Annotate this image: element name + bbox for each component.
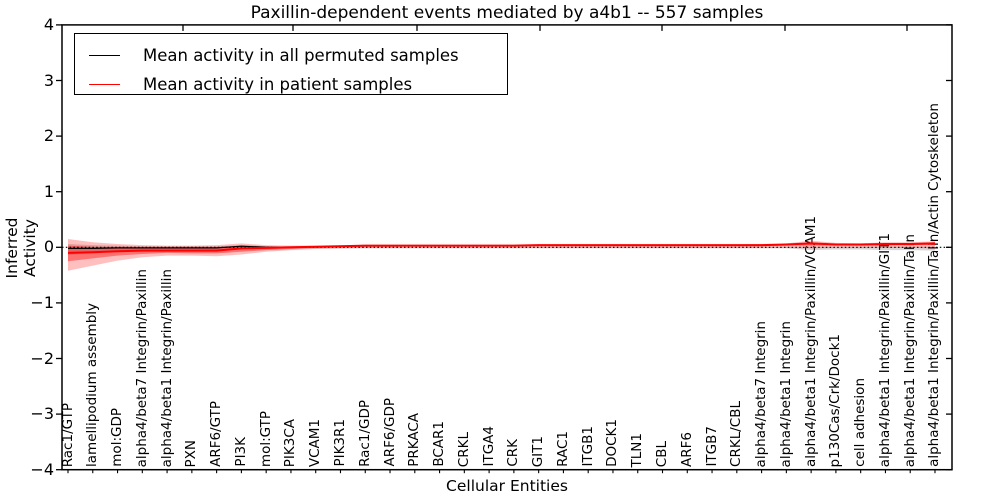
- legend: Mean activity in all permuted samples Me…: [74, 33, 508, 95]
- x-tick-label: PRKACA: [406, 413, 423, 467]
- chart-title: Paxillin-dependent events mediated by a4…: [250, 3, 764, 23]
- x-tick-label: ARF6/GTP: [208, 401, 225, 467]
- x-tick-label: RAC1: [554, 431, 571, 467]
- x-tick-label: PIK3CA: [282, 418, 299, 467]
- x-tick-label: alpha4/beta1 Integrin: [777, 320, 794, 467]
- x-tick-label: lamellipodium assembly: [84, 303, 101, 467]
- legend-item-patient: Mean activity in patient samples: [75, 70, 507, 99]
- x-tick-label: alpha4/beta1 Integrin/Paxillin/GIT1: [876, 232, 893, 467]
- x-tick-label: CBL: [654, 440, 670, 467]
- x-tick-label: alpha4/beta1 Integrin/Paxillin/VCAM1: [802, 215, 819, 467]
- y-tick-label: −2: [30, 348, 54, 368]
- y-tick-label: 2: [43, 126, 54, 146]
- y-tick-label: 0: [43, 237, 54, 257]
- x-tick-label: CRKL/CBL: [728, 401, 745, 467]
- y-tick-label: 4: [43, 14, 54, 34]
- x-tick-label: CRKL: [455, 431, 472, 467]
- patient-line-sample: [89, 84, 120, 85]
- x-tick-label: Rac1/GTP: [59, 402, 76, 467]
- x-tick-label: cell adhesion: [852, 378, 869, 467]
- permuted-line-sample: [89, 55, 120, 56]
- x-tick-label: DOCK1: [604, 419, 621, 467]
- x-tick-label: p130Cas/Crk/Dock1: [827, 333, 844, 467]
- y-tick-label: 3: [43, 70, 54, 90]
- x-tick-label: ITGB7: [703, 426, 720, 467]
- x-tick-label: PI3K: [232, 437, 249, 467]
- x-tick-label: PXN: [183, 439, 200, 468]
- x-tick-label: mol:GTP: [257, 410, 274, 467]
- x-tick-label: VCAM1: [307, 418, 324, 467]
- x-tick-label: ITGA4: [480, 426, 497, 467]
- x-tick-label: ITGB1: [579, 426, 596, 467]
- x-tick-label: TLN1: [629, 432, 646, 467]
- x-tick-label: alpha4/beta1 Integrin/Paxillin/Talin/Act…: [926, 103, 943, 467]
- x-tick-label: Rac1/GDP: [356, 400, 373, 467]
- y-tick-label: 1: [43, 181, 54, 201]
- y-tick-label: −1: [30, 292, 54, 312]
- x-tick-label: alpha4/beta1 Integrin/Paxillin: [158, 268, 175, 467]
- y-tick-label: −4: [30, 459, 54, 479]
- x-tick-label: BCAR1: [431, 421, 448, 467]
- x-tick-label: PIK3R1: [331, 419, 348, 467]
- x-tick-label: alpha4/beta7 Integrin: [753, 320, 770, 467]
- y-tick-label: −3: [30, 404, 54, 424]
- x-tick-label: alpha4/beta7 Integrin/Paxillin: [133, 268, 150, 467]
- x-tick-label: ARF6: [678, 432, 695, 467]
- legend-label-permuted: Mean activity in all permuted samples: [143, 46, 459, 65]
- legend-label-patient: Mean activity in patient samples: [143, 75, 413, 94]
- x-tick-label: ARF6/GDP: [381, 398, 398, 467]
- x-tick-label: alpha4/beta1 Integrin/Paxillin/Talin: [901, 233, 918, 467]
- x-tick-label: mol:GDP: [109, 408, 126, 467]
- x-axis-label: Cellular Entities: [446, 477, 568, 495]
- x-tick-label: CRK: [505, 439, 522, 467]
- x-tick-label: GIT1: [530, 435, 547, 467]
- legend-item-permuted: Mean activity in all permuted samples: [75, 41, 507, 70]
